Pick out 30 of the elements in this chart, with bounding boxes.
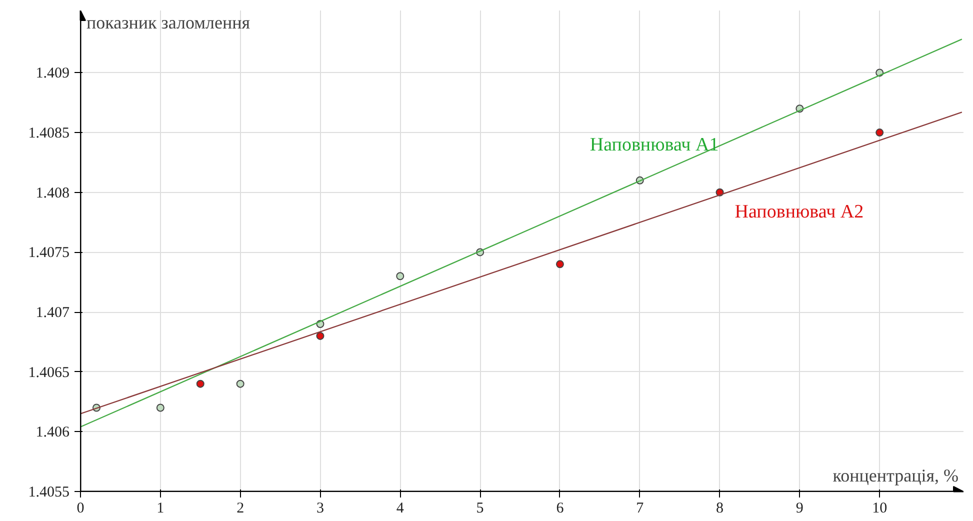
point	[556, 260, 564, 268]
x-tick-label: 4	[396, 500, 404, 516]
x-tick-label: 6	[556, 500, 564, 516]
point	[316, 332, 324, 340]
y-tick-label: 1.4055	[28, 484, 70, 500]
point	[236, 380, 244, 388]
y-tick-label: 1.407	[36, 305, 70, 322]
y-tick-label: 1.4085	[28, 126, 70, 142]
x-tick-label: 8	[716, 500, 724, 516]
y-tick-label: 1.408	[36, 185, 70, 202]
point	[396, 272, 404, 280]
point	[876, 128, 884, 137]
series-label: Наповнювач А1	[590, 134, 719, 156]
x-tick-label: 3	[316, 500, 324, 516]
y-tick-label: 1.4075	[28, 245, 70, 262]
x-tick-label: 0	[76, 500, 84, 516]
y-tick-label: 1.409	[36, 66, 70, 82]
x-axis-title: концентрація, %	[832, 466, 959, 486]
x-tick-label: 10	[872, 500, 888, 516]
y-tick-label: 1.4065	[28, 364, 70, 381]
x-tick-label: 1	[156, 500, 164, 516]
y-axis-title: показник заломлення	[86, 12, 250, 32]
point	[156, 404, 164, 412]
x-tick-label: 2	[236, 500, 244, 516]
point	[196, 380, 204, 388]
series-label: Наповнювач А2	[734, 201, 864, 222]
x-tick-label: 5	[476, 500, 484, 516]
y-tick-label: 1.406	[36, 424, 70, 441]
x-tick-label: 7	[636, 500, 644, 516]
x-tick-label: 9	[796, 500, 804, 516]
